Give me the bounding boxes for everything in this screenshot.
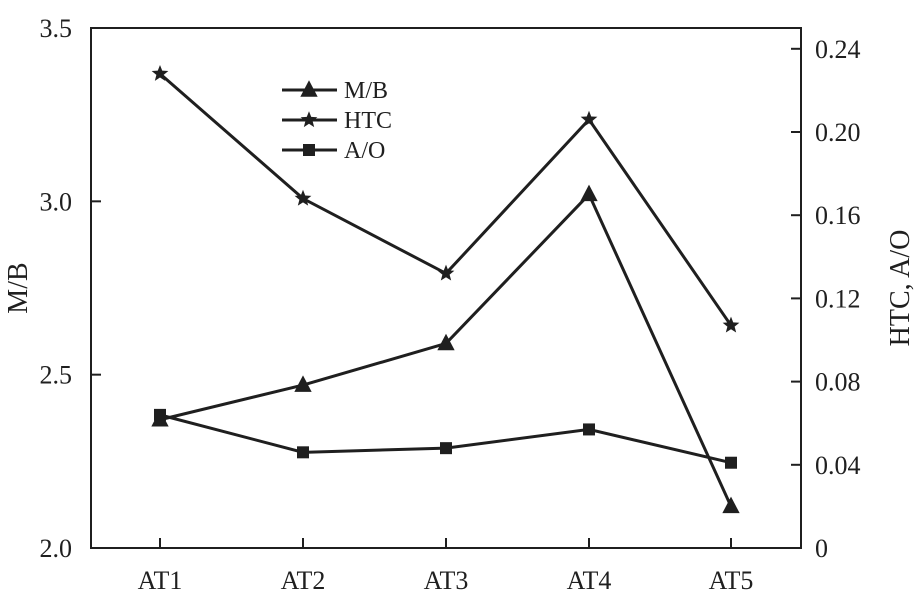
- x-tick-label: AT4: [567, 566, 612, 595]
- right-y-tick-label: 0.20: [815, 118, 861, 147]
- series-line-a-o: [159, 413, 732, 465]
- data-point-m-b-at5: [722, 496, 740, 514]
- data-point-htc-at3: [437, 264, 455, 281]
- right-y-tick-label: 0: [815, 534, 828, 563]
- x-tick-label: AT1: [138, 566, 183, 595]
- data-point-a-o-at3: [440, 442, 452, 455]
- x-tick-label: AT2: [281, 566, 326, 595]
- data-point-m-b-at4: [580, 184, 598, 202]
- legend-layer: M/B HTC A/O: [282, 78, 392, 164]
- legend-triangle-marker: [300, 80, 318, 97]
- legend-label-htc: HTC: [344, 108, 392, 134]
- data-point-a-o-at1: [154, 408, 166, 421]
- data-point-htc-at4: [580, 110, 598, 127]
- legend-label-m-b: M/B: [344, 78, 388, 104]
- legend-star-marker: [300, 111, 318, 128]
- data-point-a-o-at5: [725, 456, 737, 469]
- right-y-tick-label: 0.16: [815, 201, 861, 230]
- legend-square-marker: [303, 144, 315, 156]
- left-y-tick-label: 2.0: [40, 534, 73, 563]
- right-y-tick-label: 0.08: [815, 368, 861, 397]
- series-line-m-b: [159, 191, 733, 508]
- data-point-m-b-at3: [437, 333, 455, 351]
- axes-layer: [90, 27, 802, 549]
- data-point-htc-at1: [151, 64, 169, 81]
- data-point-a-o-at4: [583, 423, 595, 436]
- x-tick-label: AT5: [709, 566, 754, 595]
- data-point-htc-at2: [294, 189, 312, 206]
- x-tick-label: AT3: [424, 566, 469, 595]
- series-line-htc: [159, 72, 733, 327]
- right-y-tick-label: 0.04: [815, 451, 861, 480]
- left-y-axis-title: M/B: [3, 262, 34, 313]
- legend-label-a-o: A/O: [344, 138, 385, 164]
- left-y-tick-label: 3.0: [40, 187, 73, 216]
- right-y-axis-title: HTC, A/O: [885, 230, 916, 347]
- data-point-m-b-at2: [294, 375, 312, 392]
- left-y-tick-label: 3.5: [40, 14, 73, 43]
- data-point-a-o-at2: [297, 446, 309, 459]
- labels-layer: AT1 AT2 AT3 AT4 AT5 2.0 2.5 3.0 3.5 0 0.04 0.08 0.12…: [3, 14, 916, 595]
- right-y-tick-label: 0.24: [815, 35, 861, 64]
- data-point-htc-at5: [722, 316, 740, 333]
- series-layer: [151, 64, 740, 514]
- right-y-tick-label: 0.12: [815, 284, 861, 313]
- left-y-tick-label: 2.5: [40, 361, 73, 390]
